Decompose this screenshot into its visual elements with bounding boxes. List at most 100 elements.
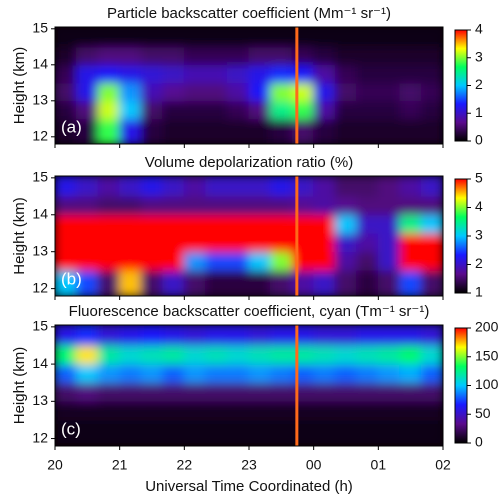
heatmap-cell — [248, 363, 272, 384]
heatmap-cell — [76, 82, 99, 102]
x-tick-label: 21 — [112, 457, 128, 473]
heatmap-cell — [162, 344, 185, 365]
heatmap-cell — [334, 269, 358, 296]
heatmap-cell — [399, 269, 422, 296]
heatmap-cell — [420, 195, 443, 216]
colorbar-tick-label: 2 — [475, 76, 483, 92]
heatmap-cell — [162, 27, 185, 48]
heatmap-cell — [334, 382, 358, 402]
heatmap-cell — [270, 232, 293, 253]
heatmap-cell — [248, 269, 272, 296]
heatmap-cell — [162, 100, 185, 120]
heatmap-cell — [420, 214, 443, 234]
heatmap-cell — [226, 269, 250, 296]
heatmap-cell — [140, 400, 164, 421]
x-axis-label: Universal Time Coordinated (h) — [145, 478, 353, 495]
heatmap-cell — [334, 344, 358, 365]
heatmap-cell — [183, 269, 207, 296]
x-tick-label: 20 — [47, 457, 63, 473]
heatmap-cell — [356, 64, 379, 84]
heatmap-cell — [97, 382, 121, 402]
heatmap-cell — [205, 382, 228, 402]
heatmap-cell — [248, 27, 272, 48]
heatmap-cell — [97, 325, 121, 346]
heatmap-cell — [313, 176, 336, 197]
heatmap-cell — [162, 82, 185, 102]
heatmap-cell — [119, 64, 142, 84]
heatmap-cell — [205, 251, 228, 271]
heatmap-cell — [420, 251, 443, 271]
plot-area — [55, 325, 443, 446]
heatmap-cell — [183, 176, 207, 197]
heatmap-cell — [313, 214, 336, 234]
heatmap-cell — [356, 27, 379, 48]
heatmap-cell — [97, 214, 121, 234]
heatmap-cell — [377, 400, 401, 421]
heatmap-cell — [356, 382, 379, 402]
heatmap-cell — [55, 325, 78, 346]
heatmap-cell — [205, 269, 228, 296]
heatmap-cell — [377, 195, 401, 216]
heatmap-cell — [356, 400, 379, 421]
colorbar-tick-label: 1 — [475, 104, 483, 120]
heatmap-cell — [55, 214, 78, 234]
heatmap-cell — [140, 82, 164, 102]
heatmap-cell — [76, 64, 99, 84]
colorbar-tick-label: 50 — [475, 405, 491, 421]
heatmap-cell — [119, 214, 142, 234]
heatmap-cell — [356, 46, 379, 66]
colorbar — [454, 178, 468, 294]
heatmap — [55, 176, 443, 296]
heatmap-cell — [183, 46, 207, 66]
heatmap-cell — [119, 325, 142, 346]
heatmap-cell — [420, 269, 443, 296]
heatmap-cell — [420, 344, 443, 365]
heatmap-cell — [162, 269, 185, 296]
heatmap-cell — [377, 382, 401, 402]
heatmap-cell — [205, 400, 228, 421]
heatmap-cell — [313, 100, 336, 120]
heatmap-cell — [399, 100, 422, 120]
heatmap-cell — [55, 251, 78, 271]
heatmap-cell — [183, 64, 207, 84]
heatmap-cell — [356, 118, 379, 144]
heatmap-cell — [205, 46, 228, 66]
heatmap-cell — [205, 344, 228, 365]
heatmap-cell — [313, 251, 336, 271]
heatmap-cell — [420, 363, 443, 384]
colorbar-tick-label: 1 — [475, 284, 483, 300]
heatmap-cell — [76, 419, 99, 446]
heatmap-cell — [420, 419, 443, 446]
heatmap-cell — [291, 195, 315, 216]
heatmap-cell — [76, 100, 99, 120]
heatmap-cell — [76, 363, 99, 384]
heatmap-cell — [270, 82, 293, 102]
heatmap-cell — [399, 46, 422, 66]
heatmap-cell — [76, 46, 99, 66]
y-tick-label: 15 — [32, 318, 48, 334]
heatmap-cell — [334, 419, 358, 446]
heatmap-cell — [313, 118, 336, 144]
heatmap-cell — [55, 46, 78, 66]
heatmap-cell — [399, 118, 422, 144]
heatmap-cell — [119, 251, 142, 271]
y-tick-label: 14 — [32, 205, 48, 221]
heatmap-cell — [76, 27, 99, 48]
heatmap-cell — [399, 400, 422, 421]
heatmap-cell — [119, 46, 142, 66]
heatmap-cell — [334, 195, 358, 216]
heatmap-cell — [140, 382, 164, 402]
heatmap-cell — [205, 325, 228, 346]
heatmap-cell — [313, 82, 336, 102]
heatmap-cell — [162, 176, 185, 197]
heatmap-cell — [270, 27, 293, 48]
heatmap-cell — [140, 214, 164, 234]
heatmap-cell — [183, 195, 207, 216]
heatmap-cell — [162, 419, 185, 446]
heatmap-cell — [119, 195, 142, 216]
heatmap-cell — [76, 118, 99, 144]
heatmap-cell — [291, 363, 315, 384]
heatmap-cell — [356, 363, 379, 384]
heatmap-cell — [226, 251, 250, 271]
